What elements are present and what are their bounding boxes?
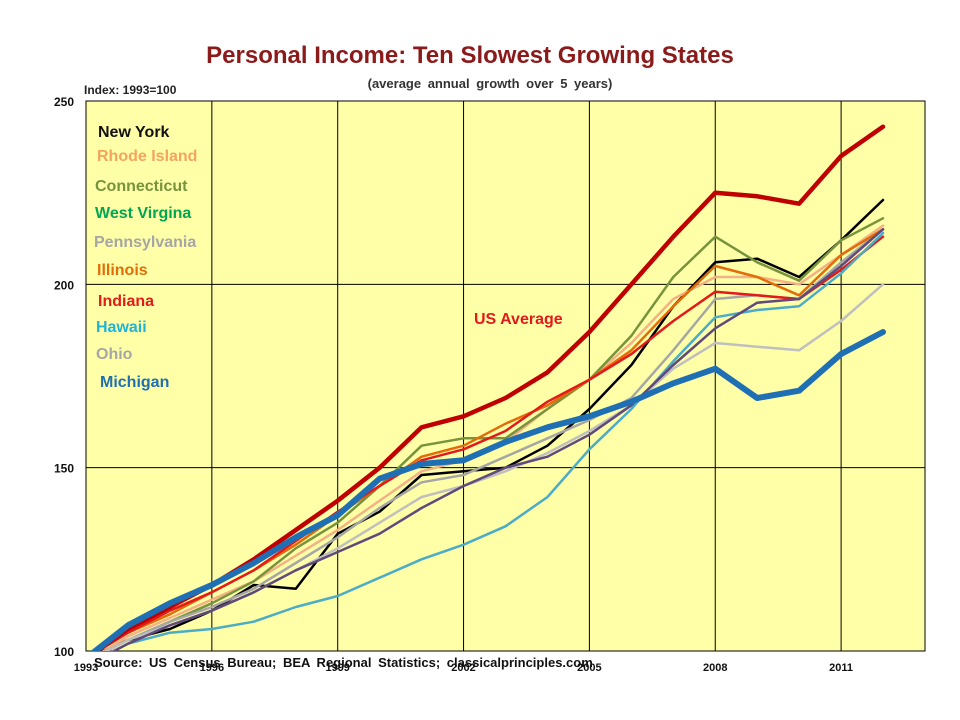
legend: New York Rhode Island Connecticut West Virg…	[94, 124, 197, 391]
x-tick-label: 1996	[200, 662, 224, 674]
chart-subtitle: (average annual growth over 5 years)	[367, 76, 613, 91]
series-line-hawaii	[111, 231, 885, 651]
us-average-annotation: US Average	[474, 311, 563, 328]
legend-label-illinois: Illinois	[97, 262, 148, 279]
series-line-indiana	[95, 235, 885, 651]
series-line-connecticut	[104, 217, 885, 651]
legend-label-ohio: Ohio	[96, 346, 133, 363]
y-tick-label: 200	[54, 278, 74, 292]
y-tick-label: 250	[54, 95, 74, 109]
legend-label-pennsylvania: Pennsylvania	[94, 234, 196, 251]
legend-label-rhode-island: Rhode Island	[97, 148, 197, 165]
chart-title: Personal Income: Ten Slowest Growing Sta…	[206, 42, 734, 69]
x-tick-label: 2008	[703, 662, 727, 674]
legend-label-new-york: New York	[98, 124, 170, 141]
source-note: Source: US Census Bureau; BEA Regional S…	[94, 655, 593, 670]
x-tick-label: 2005	[577, 662, 601, 674]
legend-label-west-virgina: West Virgina	[95, 205, 191, 222]
x-tick-label: 2011	[829, 662, 853, 674]
legend-label-indiana: Indiana	[98, 293, 154, 310]
legend-label-hawaii: Hawaii	[96, 319, 147, 336]
series-line-michigan	[90, 329, 886, 651]
series-lines	[90, 124, 886, 651]
plot-area	[85, 100, 926, 652]
y-tick-label: 100	[54, 645, 74, 659]
y-tick-label: 150	[54, 462, 74, 476]
series-line-west-virgina	[111, 228, 885, 651]
x-tick-labels: 1993 1996 1999 2002 2005 2008 2011	[74, 662, 853, 674]
x-tick-label: 2002	[451, 662, 475, 674]
y-axis-label: Index: 1993=100	[84, 83, 177, 97]
legend-label-michigan: Michigan	[100, 374, 169, 391]
x-tick-label: 1999	[325, 662, 349, 674]
legend-label-connecticut: Connecticut	[95, 178, 188, 195]
x-tick-label: 1993	[74, 662, 98, 674]
y-tick-labels: 100 150 200 250	[54, 95, 74, 659]
